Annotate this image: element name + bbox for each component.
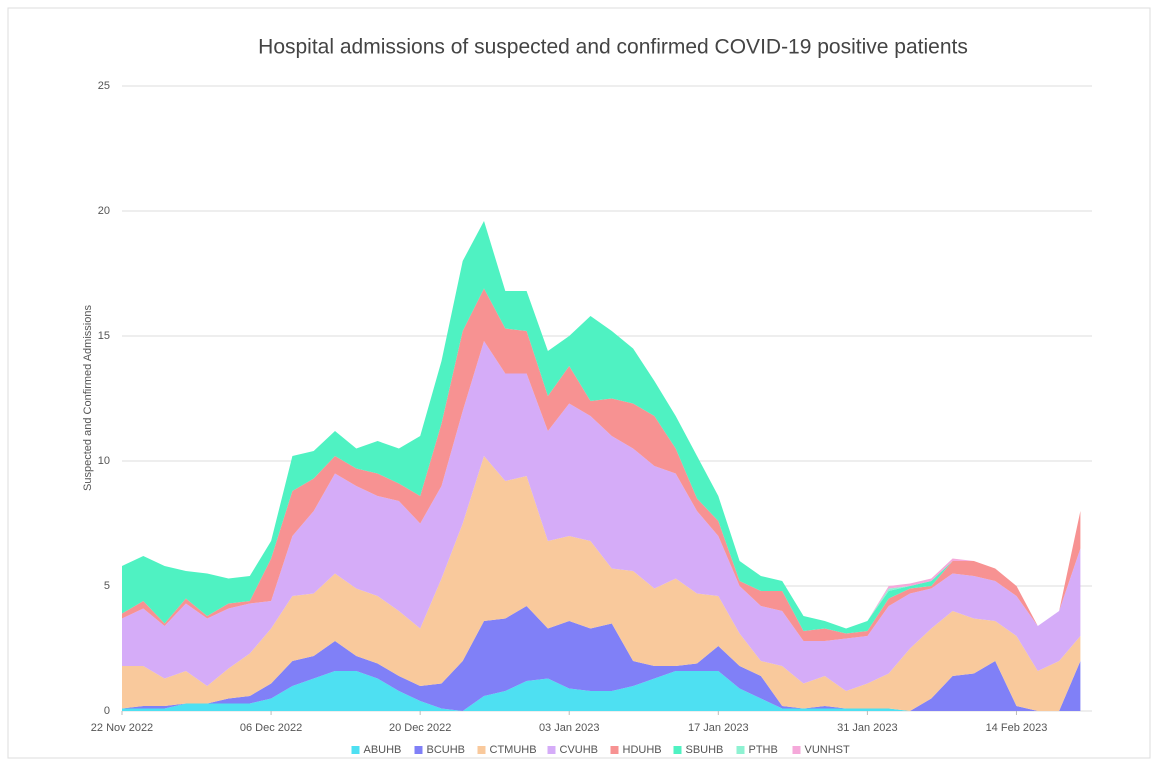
y-tick-label: 5 xyxy=(104,580,110,592)
legend-label: HDUHB xyxy=(623,744,662,756)
legend-label: SBUHB xyxy=(686,744,724,756)
legend-label: PTHB xyxy=(749,744,778,756)
legend-swatch xyxy=(736,746,745,754)
x-tick-label: 14 Feb 2023 xyxy=(986,722,1048,734)
x-tick-label: 06 Dec 2022 xyxy=(240,722,302,734)
legend-swatch xyxy=(414,746,423,754)
legend-label: ABUHB xyxy=(364,744,402,756)
legend-label: BCUHB xyxy=(427,744,466,756)
y-tick-label: 20 xyxy=(98,205,110,217)
area xyxy=(122,341,1081,691)
y-tick-label: 25 xyxy=(98,80,110,92)
legend-swatch xyxy=(351,746,360,754)
legend-label: VUNHST xyxy=(805,744,851,756)
legend-swatch xyxy=(547,746,556,754)
legend-swatch xyxy=(477,746,486,754)
x-tick-label: 17 Jan 2023 xyxy=(688,722,749,734)
legend-swatch xyxy=(610,746,619,754)
legend-swatch xyxy=(673,746,682,754)
legend-swatch xyxy=(792,746,801,754)
x-tick-label: 31 Jan 2023 xyxy=(837,722,898,734)
x-tick-label: 03 Jan 2023 xyxy=(539,722,600,734)
legend-label: CVUHB xyxy=(560,744,599,756)
y-tick-label: 0 xyxy=(104,705,110,717)
x-tick-label: 20 Dec 2022 xyxy=(389,722,451,734)
legend-label: CTMUHB xyxy=(490,744,537,756)
chart-title: Hospital admissions of suspected and con… xyxy=(258,36,968,59)
area xyxy=(122,606,1081,711)
area xyxy=(122,221,1081,634)
y-tick-label: 10 xyxy=(98,455,110,467)
y-tick-label: 15 xyxy=(98,330,110,342)
x-tick-label: 22 Nov 2022 xyxy=(91,722,153,734)
y-axis-label: Suspected and Confirmed Admissions xyxy=(82,305,94,491)
area xyxy=(122,456,1081,711)
